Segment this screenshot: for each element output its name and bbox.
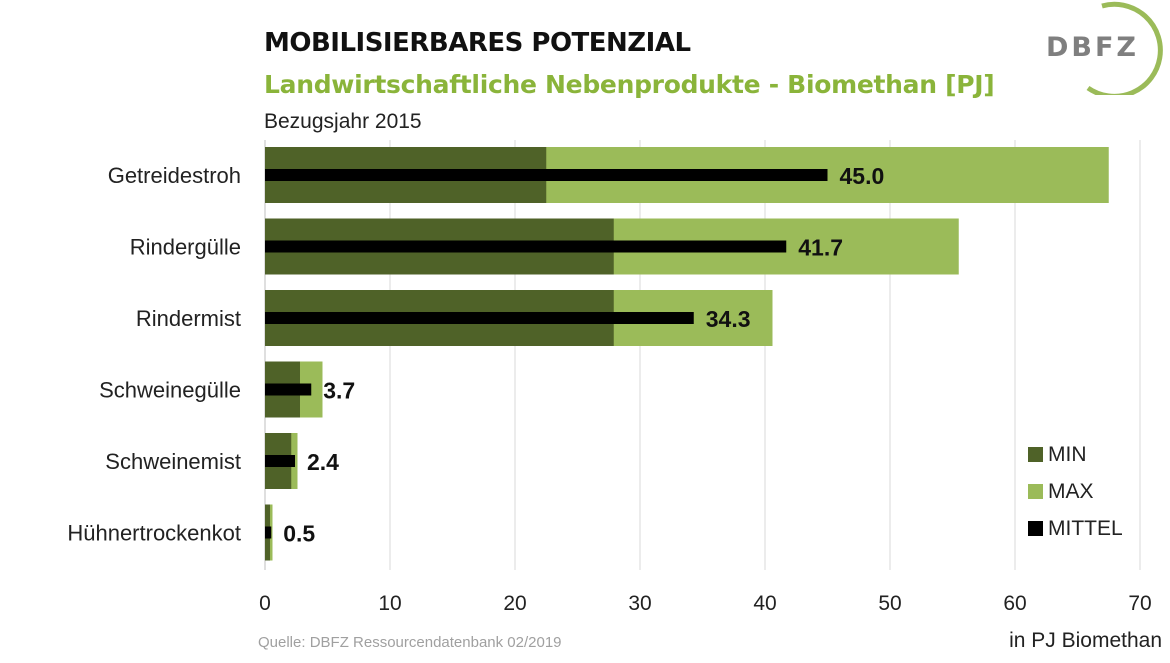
bar-mittel <box>265 169 828 181</box>
x-tick-label: 50 <box>878 592 901 615</box>
reference-year: Bezugsjahr 2015 <box>264 110 422 133</box>
data-label: 34.3 <box>706 306 751 332</box>
data-labels: 45.0 41.7 34.3 3.7 2.4 0.5 <box>283 163 884 547</box>
x-tick-label: 0 <box>259 592 271 615</box>
x-tick-label: 60 <box>1003 592 1026 615</box>
legend-swatch-max <box>1028 484 1043 499</box>
legend-swatch-mittel <box>1028 521 1043 536</box>
bar-mittel <box>265 312 694 324</box>
chart-title: MOBILISIERBARES POTENZIAL <box>264 28 691 58</box>
data-label: 3.7 <box>323 378 355 404</box>
category-label: Rindergülle <box>130 235 241 260</box>
x-tick-label: 40 <box>753 592 776 615</box>
bar-mittel <box>265 383 312 396</box>
data-label: 2.4 <box>307 449 339 475</box>
gridlines <box>264 140 1141 570</box>
bar-mittel <box>265 455 295 467</box>
legend: MIN MAX MITTEL <box>1028 436 1123 547</box>
logo-arc-icon <box>1086 1 1163 95</box>
legend-item-min: MIN <box>1028 436 1123 473</box>
chart-subtitle: Landwirtschaftliche Nebenprodukte - Biom… <box>264 70 995 99</box>
x-tick-label: 30 <box>628 592 651 615</box>
source-note: Quelle: DBFZ Ressourcendatenbank 02/2019 <box>258 634 562 651</box>
legend-label-max: MAX <box>1048 479 1094 503</box>
logo-text: DBFZ <box>1046 32 1140 63</box>
legend-label-min: MIN <box>1048 442 1087 466</box>
legend-swatch-min <box>1028 447 1043 462</box>
data-label: 45.0 <box>840 163 885 189</box>
bars <box>265 147 1109 561</box>
legend-label-mittel: MITTEL <box>1048 516 1123 540</box>
category-label: Getreidestroh <box>108 163 241 188</box>
bar-mittel <box>265 526 272 539</box>
x-tick-label: 70 <box>1128 592 1151 615</box>
legend-item-max: MAX <box>1028 473 1123 510</box>
category-label: Schweinegülle <box>99 378 241 403</box>
category-labels: Getreidestroh Rindergülle Rindermist Schwei… <box>67 163 241 546</box>
data-label: 41.7 <box>798 235 843 261</box>
x-tick-label: 20 <box>503 592 526 615</box>
category-label: Schweinemist <box>105 449 241 474</box>
x-axis-unit-label: in PJ Biomethan <box>1009 629 1162 652</box>
x-tick-label: 10 <box>378 592 401 615</box>
data-label: 0.5 <box>283 521 315 547</box>
category-label: Hühnertrockenkot <box>67 521 241 546</box>
x-axis-ticks: 0 10 20 30 40 50 60 70 <box>259 592 1152 615</box>
category-label: Rindermist <box>136 306 241 331</box>
legend-item-mittel: MITTEL <box>1028 510 1123 547</box>
bar-mittel <box>265 240 787 253</box>
